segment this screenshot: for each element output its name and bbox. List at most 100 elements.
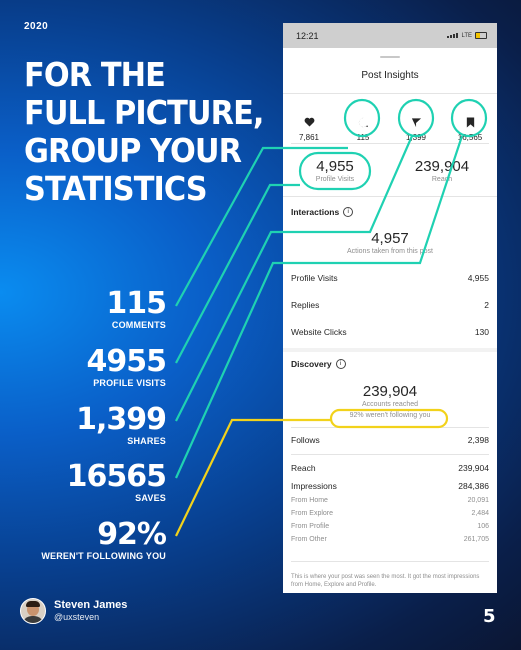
interaction-row: Website Clicks 130 bbox=[291, 327, 489, 337]
impressions-source-row: From Explore 2,484 bbox=[291, 510, 489, 517]
divider bbox=[283, 196, 497, 197]
row-value: 130 bbox=[474, 327, 489, 337]
stat-value: 115 bbox=[106, 286, 167, 321]
likes-value: 7,861 bbox=[298, 133, 320, 142]
stat-label: WEREN'T FOLLOWING YOU bbox=[41, 551, 166, 561]
highlight-shares bbox=[397, 98, 435, 138]
headline: FOR THE FULL PICTURE, GROUP YOUR STATIST… bbox=[24, 55, 264, 208]
headline-line: STATISTICS bbox=[24, 169, 208, 208]
year-label: 2020 bbox=[24, 21, 49, 32]
connector-comments bbox=[175, 146, 348, 307]
shares-stat: 1,399 bbox=[391, 115, 441, 142]
row-label: Reach bbox=[291, 463, 316, 473]
row-label: From Profile bbox=[291, 523, 330, 530]
heart-icon bbox=[284, 115, 334, 129]
row-value: 4,955 bbox=[467, 273, 489, 283]
share-icon bbox=[391, 115, 441, 129]
row-label: From Other bbox=[291, 536, 327, 543]
highlight-not-following bbox=[329, 408, 449, 429]
avatar bbox=[20, 598, 46, 624]
accounts-reached-label: Accounts reached bbox=[361, 401, 419, 408]
saves-value: 16,565 bbox=[457, 133, 483, 142]
highlight-profile-visits bbox=[298, 151, 372, 191]
bookmark-icon bbox=[445, 115, 495, 129]
connector-profile-visits bbox=[175, 183, 300, 364]
reach-summary: 239,904 Reach bbox=[395, 158, 489, 184]
stat-value: 16565 bbox=[66, 459, 167, 494]
headline-line: GROUP YOUR bbox=[24, 131, 242, 170]
divider bbox=[291, 561, 489, 562]
reach-value: 239,904 bbox=[414, 158, 470, 175]
author-handle: @uxsteven bbox=[54, 612, 100, 622]
connector-shares bbox=[175, 135, 414, 422]
reach-label: Reach bbox=[431, 176, 453, 183]
headline-line: FOR THE bbox=[24, 55, 166, 94]
accounts-reached-value: 239,904 bbox=[362, 383, 418, 400]
connector-saves bbox=[174, 135, 464, 479]
interaction-row: Profile Visits 4,955 bbox=[291, 273, 489, 283]
profile-visits-summary: 4,955 Profile Visits bbox=[295, 158, 375, 184]
highlight-saves bbox=[450, 98, 488, 138]
signal-icon bbox=[447, 33, 459, 38]
row-value: 2,398 bbox=[467, 435, 489, 445]
row-label: Profile Visits bbox=[291, 273, 338, 283]
impressions-source-row: From Profile 106 bbox=[291, 523, 489, 530]
battery-icon bbox=[475, 32, 487, 39]
section-divider bbox=[283, 348, 497, 352]
stat-not-following: 92% WEREN'T FOLLOWING YOU bbox=[41, 517, 167, 562]
stat-shares: 1,399 SHARES bbox=[76, 402, 167, 447]
comments-stat: 115 bbox=[338, 115, 388, 142]
info-icon[interactable]: i bbox=[343, 207, 354, 217]
interactions-title: Interactions i bbox=[291, 207, 354, 217]
divider bbox=[291, 143, 489, 144]
comment-icon bbox=[338, 115, 388, 129]
row-value: 2,484 bbox=[471, 510, 489, 517]
author-name: Steven James bbox=[54, 599, 128, 611]
phone-screenshot: 12:21 LTE Post Insights 7,861 115 1,399 bbox=[283, 23, 497, 593]
row-label: Replies bbox=[291, 300, 320, 310]
interactions-total: 4,957 bbox=[371, 230, 409, 247]
status-bar: 12:21 LTE bbox=[283, 23, 497, 48]
stat-value: 92% bbox=[97, 517, 167, 552]
stat-comments: 115 COMMENTS bbox=[106, 286, 167, 331]
author: Steven James @uxsteven bbox=[20, 598, 127, 624]
network-label: LTE bbox=[461, 32, 472, 39]
profile-visits-value: 4,955 bbox=[316, 158, 354, 175]
status-indicators: LTE bbox=[447, 32, 487, 39]
stat-saves: 16565 SAVES bbox=[66, 459, 167, 504]
stat-label: SHARES bbox=[127, 436, 166, 446]
row-value: 284,386 bbox=[458, 481, 489, 491]
row-value: 106 bbox=[477, 523, 489, 530]
headline-line: FULL PICTURE, bbox=[24, 93, 264, 132]
connector-not-following bbox=[175, 418, 331, 537]
row-label: Impressions bbox=[291, 481, 337, 491]
sheet-handle[interactable] bbox=[380, 56, 400, 58]
footnote: This is where your post was seen the mos… bbox=[291, 574, 480, 588]
sheet-title: Post Insights bbox=[361, 70, 419, 81]
discovery-row: Impressions 284,386 bbox=[291, 481, 489, 491]
stat-profile-visits: 4955 PROFILE VISITS bbox=[87, 347, 167, 389]
row-value: 20,091 bbox=[467, 497, 489, 504]
row-label: From Home bbox=[291, 497, 328, 504]
discovery-row: Reach 239,904 bbox=[291, 463, 489, 473]
discovery-title: Discovery i bbox=[291, 359, 346, 369]
discovery-row: Follows 2,398 bbox=[291, 435, 489, 445]
profile-visits-label: Profile Visits bbox=[315, 176, 355, 183]
interactions-total-label: Actions taken from this post bbox=[347, 248, 433, 255]
row-value: 2 bbox=[484, 300, 489, 310]
stat-value: 1,399 bbox=[76, 402, 167, 437]
row-value: 239,904 bbox=[458, 463, 489, 473]
row-label: Website Clicks bbox=[291, 327, 347, 337]
discovery-summary: 239,904 Accounts reached 92% weren't fol… bbox=[283, 383, 497, 420]
not-following-note: 92% weren't following you bbox=[349, 412, 431, 419]
highlight-comments bbox=[343, 98, 381, 138]
row-label: From Explore bbox=[291, 510, 334, 517]
interactions-summary: 4,957 Actions taken from this post bbox=[283, 230, 497, 256]
saves-stat: 16,565 bbox=[445, 115, 495, 142]
impressions-source-row: From Other 261,705 bbox=[291, 536, 489, 543]
row-value: 261,705 bbox=[463, 536, 489, 543]
divider bbox=[291, 454, 489, 455]
interactions-title-text: Interactions bbox=[291, 207, 340, 217]
info-icon[interactable]: i bbox=[335, 359, 346, 369]
page-number: 5 bbox=[483, 606, 496, 627]
